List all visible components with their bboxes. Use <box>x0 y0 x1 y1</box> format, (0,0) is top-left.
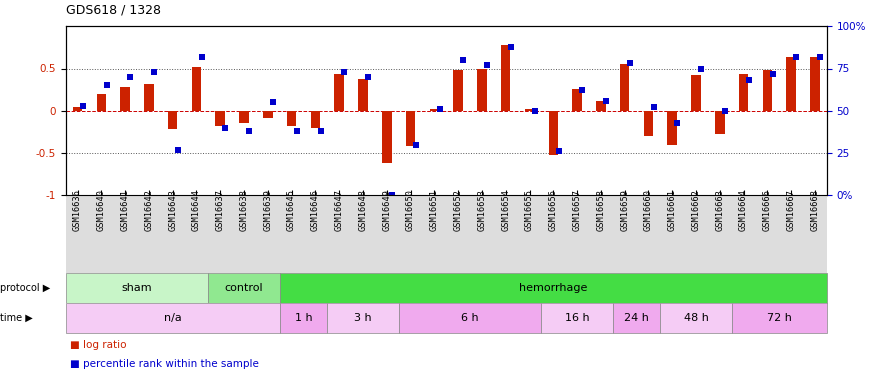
Point <box>504 44 518 50</box>
Point <box>76 103 90 109</box>
Point <box>195 54 209 60</box>
Bar <box>287 111 297 126</box>
Text: 72 h: 72 h <box>766 313 792 323</box>
Text: 6 h: 6 h <box>461 313 479 323</box>
Text: 1 h: 1 h <box>295 313 312 323</box>
Bar <box>732 303 827 333</box>
Bar <box>358 80 368 111</box>
Bar <box>810 57 820 111</box>
Bar <box>66 303 280 333</box>
Point <box>147 69 161 75</box>
Bar <box>644 111 654 136</box>
Bar <box>73 106 82 111</box>
Bar <box>430 109 439 111</box>
Bar <box>596 102 605 111</box>
Point <box>457 57 471 63</box>
Bar <box>501 45 510 111</box>
Text: hemorrhage: hemorrhage <box>519 283 587 293</box>
Bar <box>525 109 535 111</box>
Bar <box>215 111 225 126</box>
Point <box>742 77 756 83</box>
Bar <box>620 64 629 111</box>
Point <box>813 54 827 60</box>
Bar <box>668 111 677 144</box>
Bar <box>453 70 463 111</box>
Point <box>313 128 327 134</box>
Point <box>528 108 542 114</box>
Bar <box>549 111 558 155</box>
Text: GDS618 / 1328: GDS618 / 1328 <box>66 4 161 17</box>
Text: control: control <box>225 283 263 293</box>
Bar <box>208 273 280 303</box>
Bar <box>334 74 344 111</box>
Bar <box>311 111 320 128</box>
Bar <box>715 111 724 134</box>
Text: sham: sham <box>122 283 152 293</box>
Point <box>789 54 803 60</box>
Bar <box>399 303 542 333</box>
Bar <box>763 70 772 111</box>
Point <box>480 62 494 68</box>
Point <box>338 69 352 75</box>
Point <box>766 70 780 76</box>
Bar <box>661 303 732 333</box>
Bar <box>96 94 106 111</box>
Point <box>266 99 280 105</box>
Text: 16 h: 16 h <box>564 313 590 323</box>
Point <box>385 192 399 198</box>
Text: ■ log ratio: ■ log ratio <box>70 340 127 350</box>
Bar <box>121 87 130 111</box>
Bar <box>382 111 391 163</box>
Bar <box>738 74 748 111</box>
Point <box>361 74 375 80</box>
Point <box>694 66 708 72</box>
Point <box>409 141 423 147</box>
Bar <box>239 111 248 123</box>
Text: 48 h: 48 h <box>683 313 709 323</box>
Bar <box>192 67 201 111</box>
Bar <box>66 273 208 303</box>
Text: protocol ▶: protocol ▶ <box>0 283 50 293</box>
Point <box>242 128 256 134</box>
Bar <box>572 89 582 111</box>
Bar <box>406 111 416 146</box>
Point <box>171 147 185 153</box>
Point <box>623 60 637 66</box>
Bar <box>280 273 827 303</box>
Text: 24 h: 24 h <box>624 313 649 323</box>
Bar <box>691 75 701 111</box>
Text: ■ percentile rank within the sample: ■ percentile rank within the sample <box>70 358 259 369</box>
Point <box>599 98 613 104</box>
Bar <box>168 111 178 129</box>
Text: n/a: n/a <box>164 313 181 323</box>
Point <box>123 74 137 80</box>
Bar <box>280 303 327 333</box>
Bar <box>327 303 399 333</box>
Text: time ▶: time ▶ <box>0 313 32 323</box>
Point <box>670 120 684 126</box>
Point <box>718 108 732 114</box>
Point <box>100 82 114 88</box>
Point <box>432 106 446 112</box>
Point <box>219 124 233 130</box>
Bar <box>144 84 154 111</box>
Point <box>290 128 304 134</box>
Point <box>576 87 590 93</box>
Bar <box>263 111 273 117</box>
Point <box>551 148 565 154</box>
Bar <box>612 303 661 333</box>
Bar <box>477 69 487 111</box>
Bar <box>787 57 796 111</box>
Point <box>647 104 661 110</box>
Bar <box>542 303 612 333</box>
Text: 3 h: 3 h <box>354 313 372 323</box>
